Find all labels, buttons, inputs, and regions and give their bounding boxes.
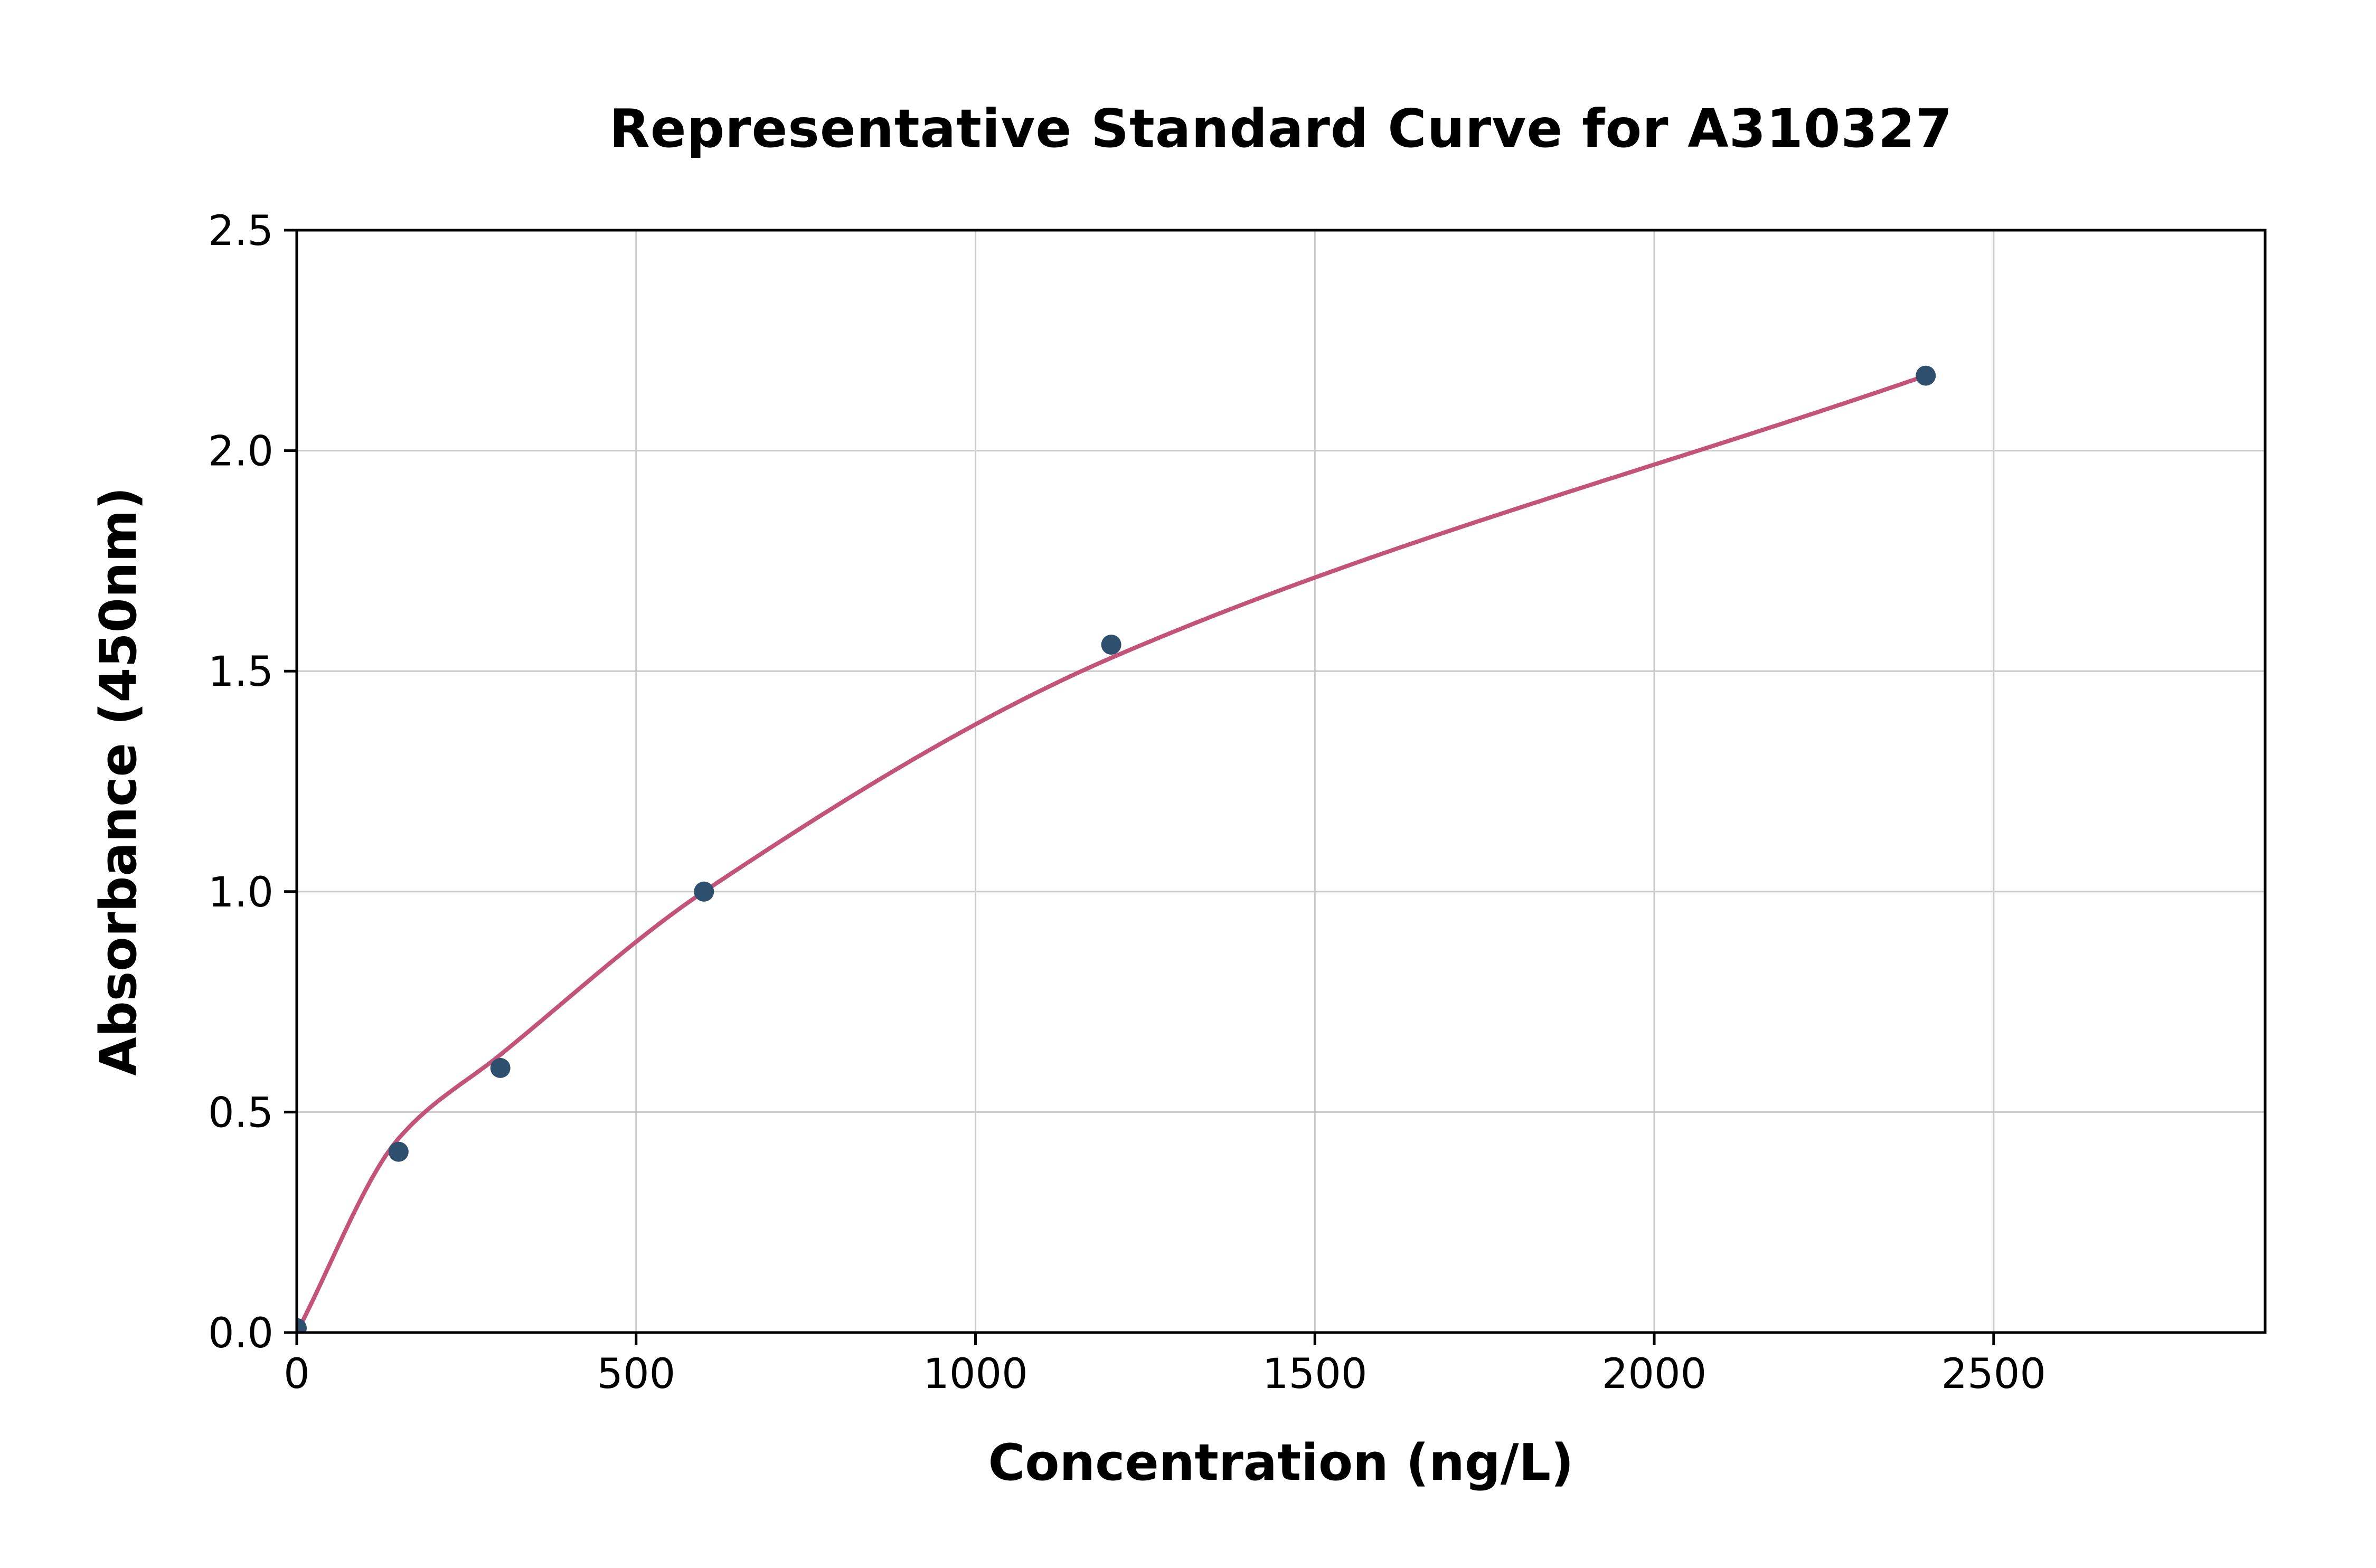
data-point xyxy=(1916,365,1936,386)
x-tick-label: 500 xyxy=(597,1350,675,1398)
data-point xyxy=(694,881,714,902)
y-tick-label: 0.5 xyxy=(208,1089,274,1137)
x-tick-label: 1500 xyxy=(1262,1350,1368,1398)
data-point xyxy=(388,1141,409,1162)
data-point xyxy=(1101,635,1121,655)
x-tick-label: 0 xyxy=(284,1350,310,1398)
y-tick-label: 2.5 xyxy=(208,207,274,255)
data-point xyxy=(297,1318,307,1333)
y-tick-label: 1.5 xyxy=(208,648,274,696)
data-points-group xyxy=(297,365,1936,1333)
fit-curve xyxy=(297,373,1927,1333)
data-point xyxy=(490,1057,511,1078)
x-axis-label: Concentration (ng/L) xyxy=(988,1434,1574,1492)
x-tick-label: 2000 xyxy=(1602,1350,1707,1398)
y-tick-label: 2.0 xyxy=(208,428,274,476)
y-tick-label: 0.0 xyxy=(208,1310,274,1357)
x-tick-label: 2500 xyxy=(1941,1350,2047,1398)
x-tick-label: 1000 xyxy=(923,1350,1028,1398)
chart-title: Representative Standard Curve for A31032… xyxy=(609,98,1953,159)
axes-border xyxy=(295,229,2267,1334)
y-tick-label: 1.0 xyxy=(208,869,274,917)
